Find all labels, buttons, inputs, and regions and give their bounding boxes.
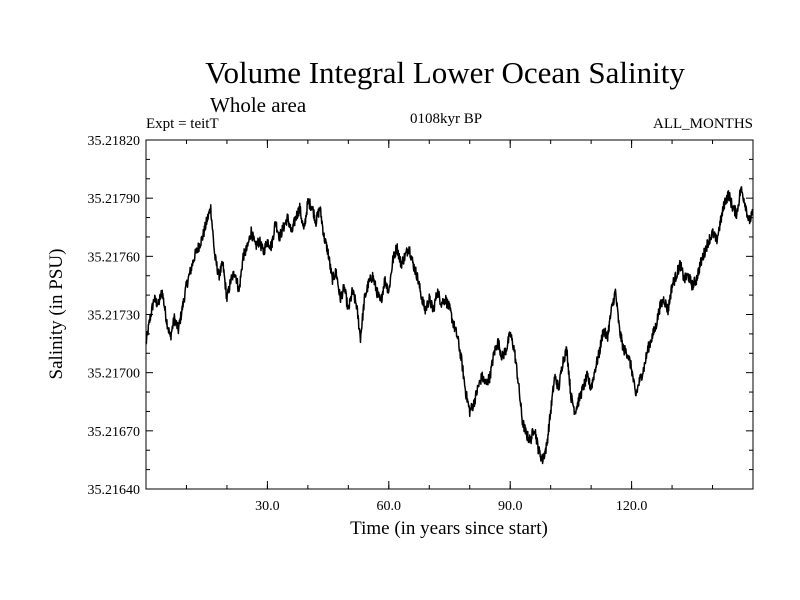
y-tick-label: 35.21670: [88, 425, 141, 440]
plot-frame: [145, 139, 754, 490]
months-label: ALL_MONTHS: [653, 116, 753, 132]
x-axis-label: Time (in years since start): [350, 518, 548, 539]
x-tick-label: 60.0: [377, 499, 402, 514]
x-tick-label: 120.0: [616, 499, 648, 514]
y-tick-label: 35.21700: [88, 367, 141, 382]
y-axis-label: Salinity (in PSU): [46, 249, 67, 380]
experiment-label: Expt = teitT: [146, 116, 219, 132]
x-tick-label: 90.0: [498, 499, 523, 514]
y-tick-label: 35.21760: [88, 250, 141, 265]
chart-title: Volume Integral Lower Ocean Salinity: [205, 55, 685, 90]
y-axis: 35.21640 35.21670 35.21700 35.21730 35.21760…: [88, 134, 753, 498]
salinity-line: [145, 186, 754, 465]
y-tick-label: 35.21820: [88, 134, 141, 149]
y-tick-label: 35.21640: [88, 483, 141, 498]
y-tick-label: 35.21790: [88, 192, 141, 207]
y-tick-label: 35.21730: [88, 309, 141, 324]
x-tick-label: 30.0: [255, 499, 280, 514]
period-label: 0108kyr BP: [410, 111, 482, 127]
chart-subtitle: Whole area: [210, 93, 307, 117]
x-axis: 30.0 60.0 90.0 120.0: [185, 140, 714, 514]
